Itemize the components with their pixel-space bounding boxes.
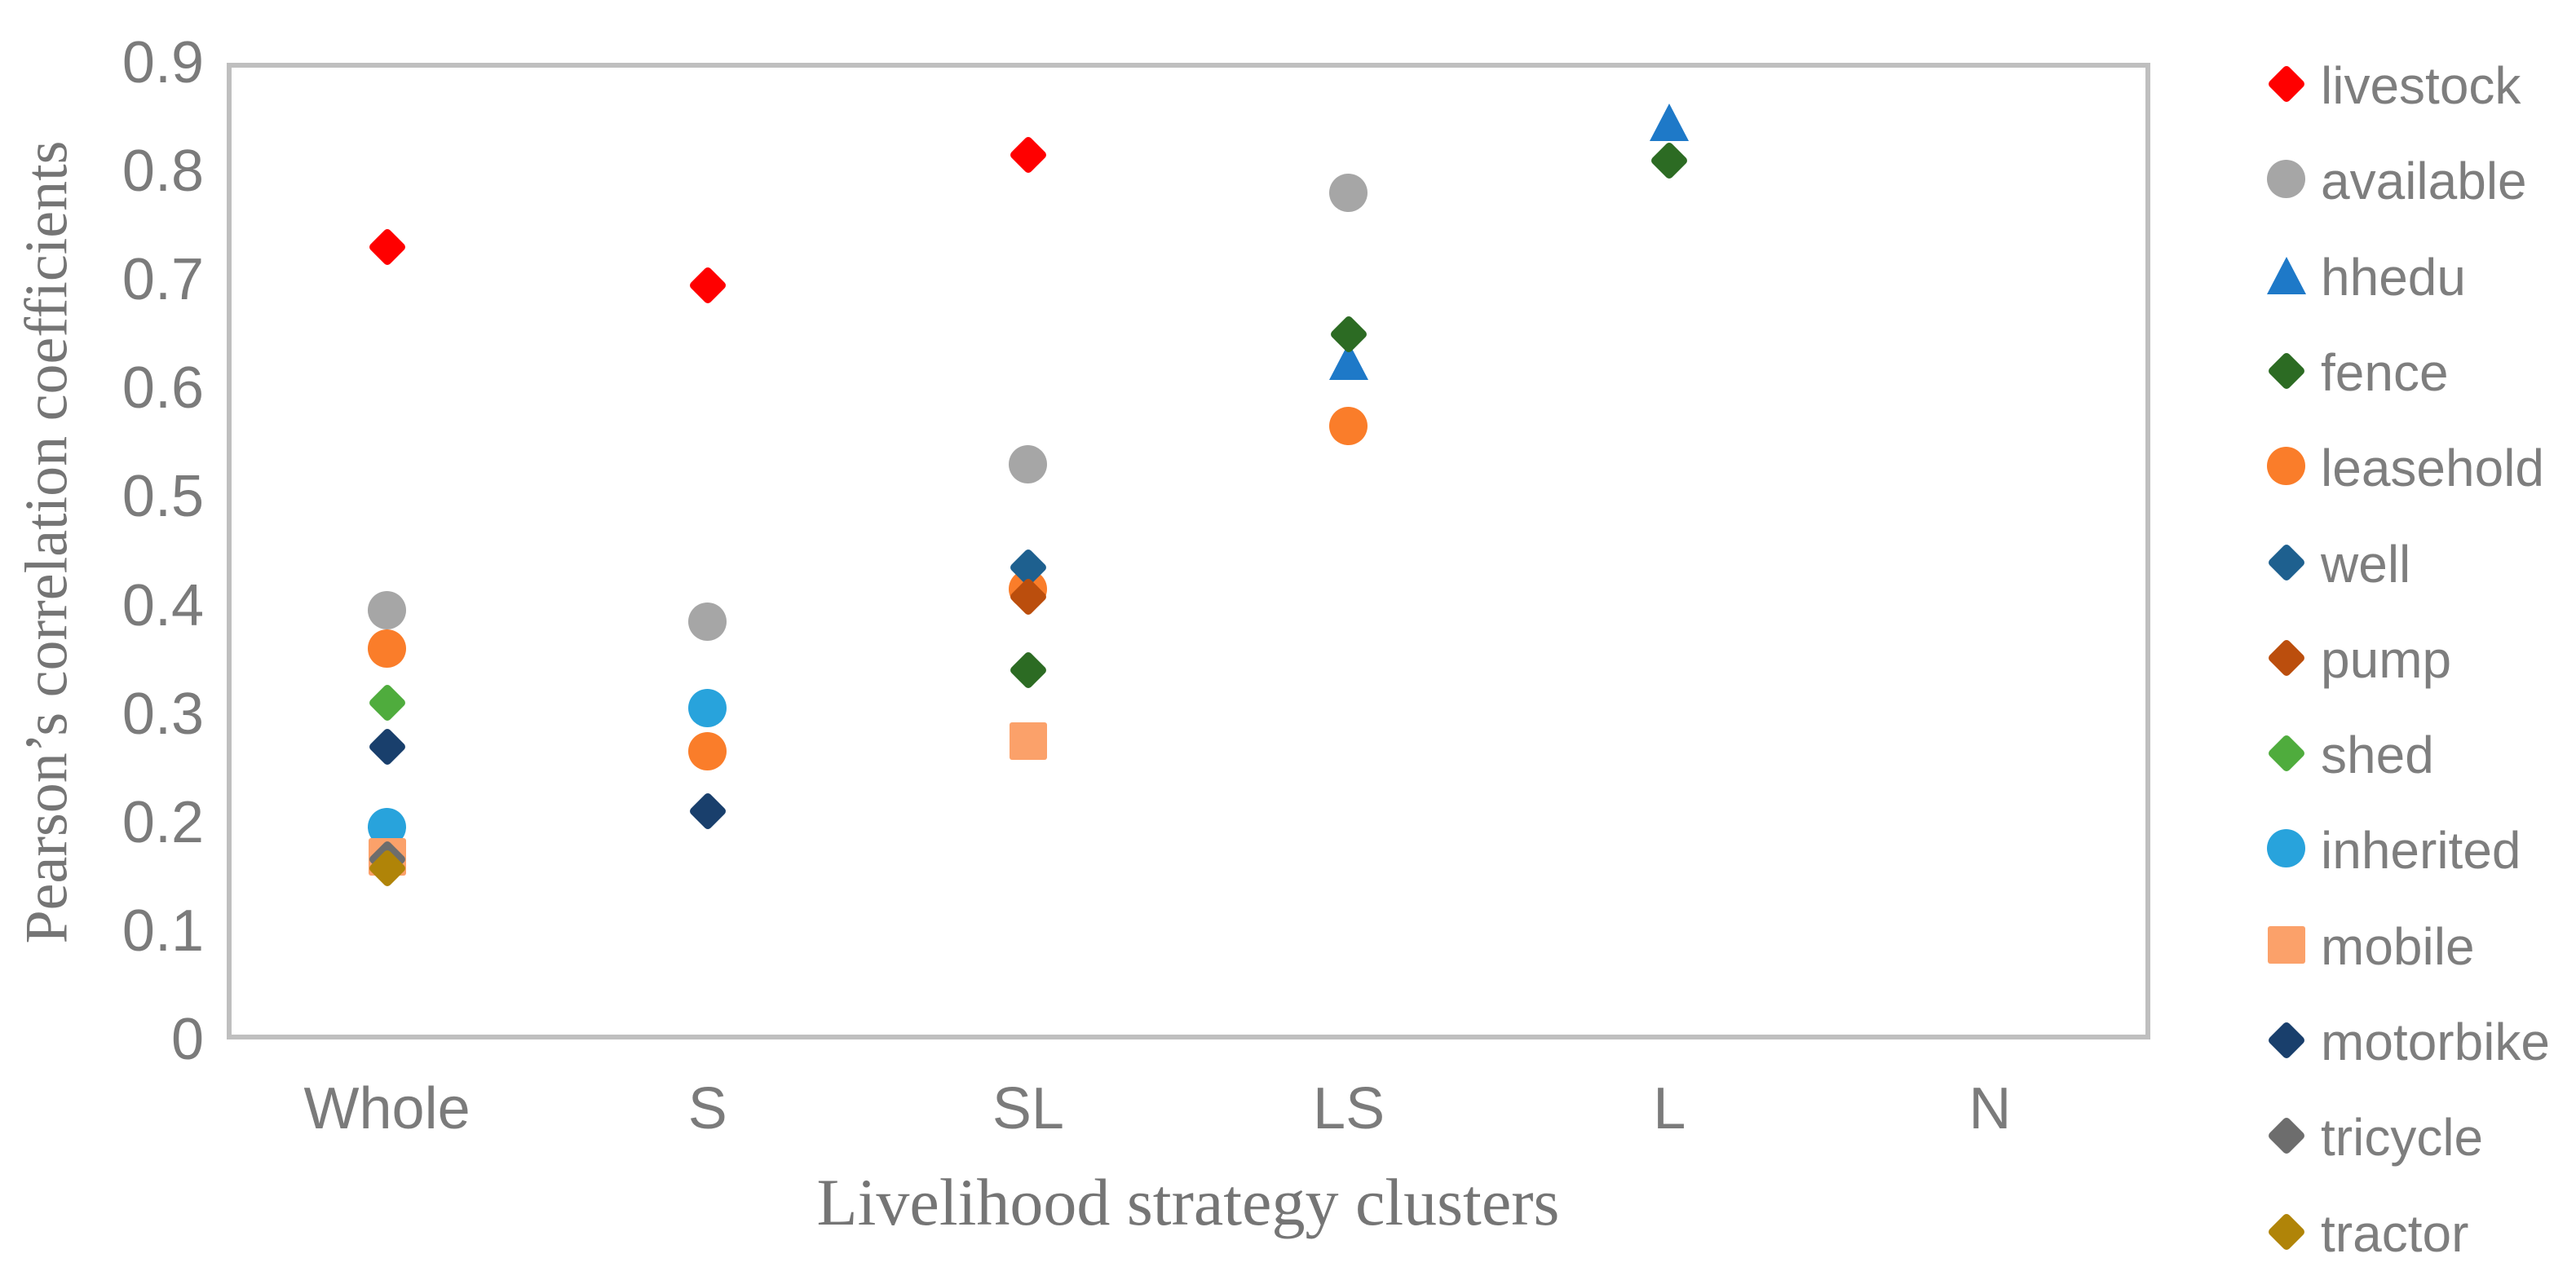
x-tick-SL: SL (992, 1076, 1064, 1141)
x-axis-title: Livelihood strategy clusters (816, 1165, 1560, 1239)
legend-marker-fence-icon (2266, 351, 2307, 391)
legend-label-tricycle: tricycle (2321, 1108, 2484, 1167)
marker-leasehold-LS (1329, 406, 1368, 445)
legend-marker-hhedu-icon (2267, 256, 2306, 294)
plot-area (227, 63, 2150, 1039)
legend-label-hhedu: hhedu (2321, 247, 2466, 307)
y-tick-0.5: 0.5 (122, 464, 204, 530)
marker-available-LS (1329, 173, 1368, 212)
x-tick-L: L (1653, 1076, 1686, 1141)
legend-marker-available-icon (2267, 160, 2305, 199)
legend-marker-livestock-icon (2266, 64, 2307, 104)
y-tick-0.4: 0.4 (122, 572, 204, 638)
legend-label-leasehold: leasehold (2321, 439, 2544, 498)
x-tick-N: N (1968, 1076, 2012, 1141)
marker-leasehold-Whole (367, 629, 406, 668)
y-tick-0.3: 0.3 (122, 681, 204, 747)
marker-leasehold-S (687, 732, 727, 771)
x-tick-Whole: Whole (303, 1076, 471, 1141)
legend-marker-mobile-icon (2268, 925, 2305, 964)
y-axis-title: Pearson’s correlation coefficients (13, 140, 81, 944)
legend-label-livestock: livestock (2321, 56, 2521, 115)
legend-label-shed: shed (2321, 726, 2434, 785)
marker-available-S (687, 602, 727, 641)
y-tick-0.1: 0.1 (122, 898, 204, 964)
marker-inherited-S (687, 689, 727, 727)
marker-mobile-SL (1009, 722, 1047, 760)
legend-label-tractor: tractor (2321, 1203, 2469, 1263)
legend-marker-well-icon (2266, 542, 2307, 582)
legend-label-well: well (2321, 534, 2411, 594)
legend-label-available: available (2321, 152, 2527, 211)
legend-marker-pump-icon (2266, 638, 2307, 678)
legend-label-inherited: inherited (2321, 821, 2521, 881)
legend-label-motorbike: motorbike (2321, 1013, 2550, 1071)
legend-label-pump: pump (2321, 629, 2452, 689)
legend-marker-motorbike-icon (2266, 1020, 2307, 1061)
legend-marker-inherited-icon (2267, 829, 2305, 868)
legend-marker-leasehold-icon (2267, 447, 2305, 486)
marker-available-Whole (367, 591, 406, 630)
y-tick-0.2: 0.2 (122, 789, 204, 855)
y-tick-0.6: 0.6 (122, 355, 204, 422)
y-tick-0: 0 (170, 1007, 204, 1072)
y-tick-0.8: 0.8 (122, 139, 204, 205)
marker-hhedu-L (1650, 104, 1690, 142)
x-tick-LS: LS (1313, 1076, 1385, 1141)
legend-label-fence: fence (2321, 342, 2449, 402)
y-tick-0.7: 0.7 (122, 247, 204, 313)
legend-marker-tricycle-icon (2266, 1116, 2307, 1156)
legend-marker-tractor-icon (2266, 1212, 2307, 1251)
x-tick-S: S (687, 1076, 727, 1141)
y-tick-0.9: 0.9 (122, 30, 204, 95)
legend-marker-shed-icon (2266, 734, 2307, 774)
legend-label-mobile: mobile (2321, 916, 2475, 976)
marker-available-SL (1008, 444, 1047, 483)
